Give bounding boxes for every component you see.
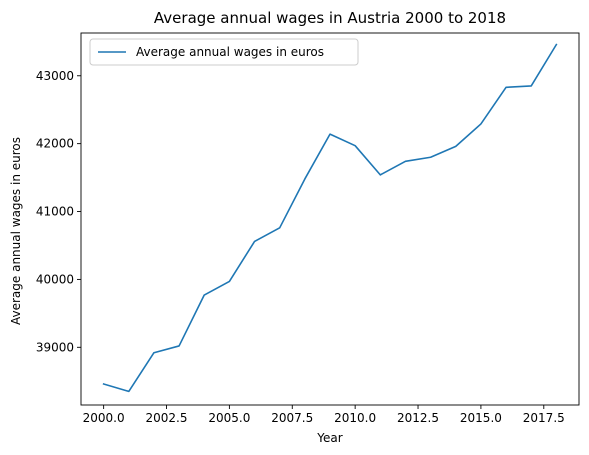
x-tick-label: 2000.0 <box>83 411 125 425</box>
x-tick-label: 2017.5 <box>523 411 565 425</box>
x-tick-label: 2007.5 <box>271 411 313 425</box>
x-axis-label: Year <box>316 431 342 445</box>
y-tick-label: 41000 <box>36 205 74 219</box>
x-tick-label: 2015.0 <box>460 411 502 425</box>
y-tick-label: 39000 <box>36 340 74 354</box>
y-tick-label: 43000 <box>36 69 74 83</box>
legend: Average annual wages in euros <box>90 39 358 65</box>
plot-area: 2000.0 2002.5 2005.0 2007.5 2010.0 2012.5 2015… <box>36 33 579 425</box>
x-tick-label: 2002.5 <box>146 411 188 425</box>
chart-title: Average annual wages in Austria 2000 to … <box>154 9 506 27</box>
y-axis-label: Average annual wages in euros <box>9 137 23 325</box>
legend-label: Average annual wages in euros <box>136 45 324 59</box>
x-tick-label: 2005.0 <box>208 411 250 425</box>
x-tick-label: 2010.0 <box>334 411 376 425</box>
y-tick-label: 40000 <box>36 272 74 286</box>
series-line-0 <box>104 45 557 392</box>
y-tick-label: 42000 <box>36 137 74 151</box>
x-tick-label: 2012.5 <box>397 411 439 425</box>
